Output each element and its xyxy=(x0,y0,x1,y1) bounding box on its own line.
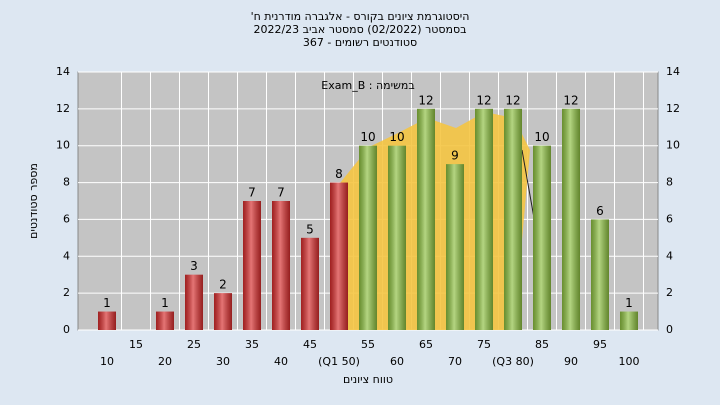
y2-tick-label: 10 xyxy=(666,139,680,152)
bar-shade xyxy=(504,108,522,330)
x-tick-label: 100 xyxy=(619,355,640,368)
x-tick-label: 10 xyxy=(100,355,114,368)
x-tick-label: 30 xyxy=(216,355,230,368)
value-label: 12 xyxy=(505,93,520,107)
bar-shade xyxy=(301,237,319,330)
y-tick-label: 0 xyxy=(63,323,70,336)
value-label: 1 xyxy=(161,296,169,310)
bar-shade xyxy=(330,182,348,330)
value-label: 10 xyxy=(360,130,375,144)
bar-shade xyxy=(562,108,580,330)
value-label: 5 xyxy=(306,222,314,236)
value-label: 12 xyxy=(418,93,433,107)
y2-tick-label: 8 xyxy=(666,176,673,189)
x-tick-label: 60 xyxy=(390,355,404,368)
y-tick-label: 4 xyxy=(63,249,70,262)
x-tick-label: 35 xyxy=(245,338,259,351)
bar-shade xyxy=(446,164,464,330)
x-tick-label: 85 xyxy=(535,338,549,351)
value-label: 7 xyxy=(277,186,285,200)
bar-shade xyxy=(156,311,174,330)
y-tick-label: 12 xyxy=(56,102,70,115)
annotation: במשימה : Exam_B xyxy=(321,79,414,92)
value-label: 12 xyxy=(563,93,578,107)
bar-shade xyxy=(272,201,290,330)
bar-shade xyxy=(214,293,232,330)
x-axis-label: טווח ציונים xyxy=(343,373,393,386)
x-tick-label: 40 xyxy=(274,355,288,368)
y2-tick-label: 14 xyxy=(666,65,680,78)
x-tick-label: 95 xyxy=(593,338,607,351)
value-label: 2 xyxy=(219,278,227,292)
value-label: 1 xyxy=(103,296,111,310)
chart-title: היסטוגרמת ציונים בקורס - אלגברה מודרנית … xyxy=(251,10,470,23)
x-tick-label: 55 xyxy=(361,338,375,351)
y2-tick-label: 2 xyxy=(666,286,673,299)
bar-shade xyxy=(417,108,435,330)
value-label: 9 xyxy=(451,149,459,163)
y2-tick-label: 4 xyxy=(666,249,673,262)
y-tick-label: 2 xyxy=(63,286,70,299)
x-tick-label: 15 xyxy=(129,338,143,351)
y2-tick-label: 12 xyxy=(666,102,680,115)
y-tick-label: 6 xyxy=(63,212,70,225)
y-tick-label: 14 xyxy=(56,65,70,78)
y2-tick-label: 6 xyxy=(666,212,673,225)
y-axis-label: מספר סטודנטים xyxy=(27,163,40,239)
x-tick-label: 90 xyxy=(564,355,578,368)
x-tick-label: 45 xyxy=(303,338,317,351)
x-tick-label: 65 xyxy=(419,338,433,351)
x-tick-label: 20 xyxy=(158,355,172,368)
x-tick-label: (Q1 50) xyxy=(318,355,360,368)
value-label: 1 xyxy=(625,296,633,310)
y-tick-label: 10 xyxy=(56,139,70,152)
bar-shade xyxy=(243,201,261,330)
value-label: 10 xyxy=(534,130,549,144)
x-tick-label: 25 xyxy=(187,338,201,351)
x-tick-label: 75 xyxy=(477,338,491,351)
value-label: 8 xyxy=(335,167,343,181)
y2-tick-label: 0 xyxy=(666,323,673,336)
value-label: 3 xyxy=(190,259,198,273)
bar-shade xyxy=(359,145,377,330)
chart-subtitle: בסמסטר (02/2022) סמסטר אביב 2022/23 xyxy=(253,23,466,36)
value-label: 12 xyxy=(476,93,491,107)
bar-shade xyxy=(475,108,493,330)
bar-shade xyxy=(185,274,203,330)
chart-subtitle: סטודנטים רשומים - 367 xyxy=(303,36,417,49)
y-tick-label: 8 xyxy=(63,176,70,189)
value-label: 6 xyxy=(596,204,604,218)
bar-shade xyxy=(620,311,638,330)
bar-shade xyxy=(591,219,609,330)
value-label: 7 xyxy=(248,186,256,200)
value-label: 10 xyxy=(389,130,404,144)
bar-shade xyxy=(533,145,551,330)
x-tick-label: (Q3 80) xyxy=(492,355,534,368)
bar-shade xyxy=(388,145,406,330)
x-tick-label: 70 xyxy=(448,355,462,368)
bar-shade xyxy=(98,311,116,330)
